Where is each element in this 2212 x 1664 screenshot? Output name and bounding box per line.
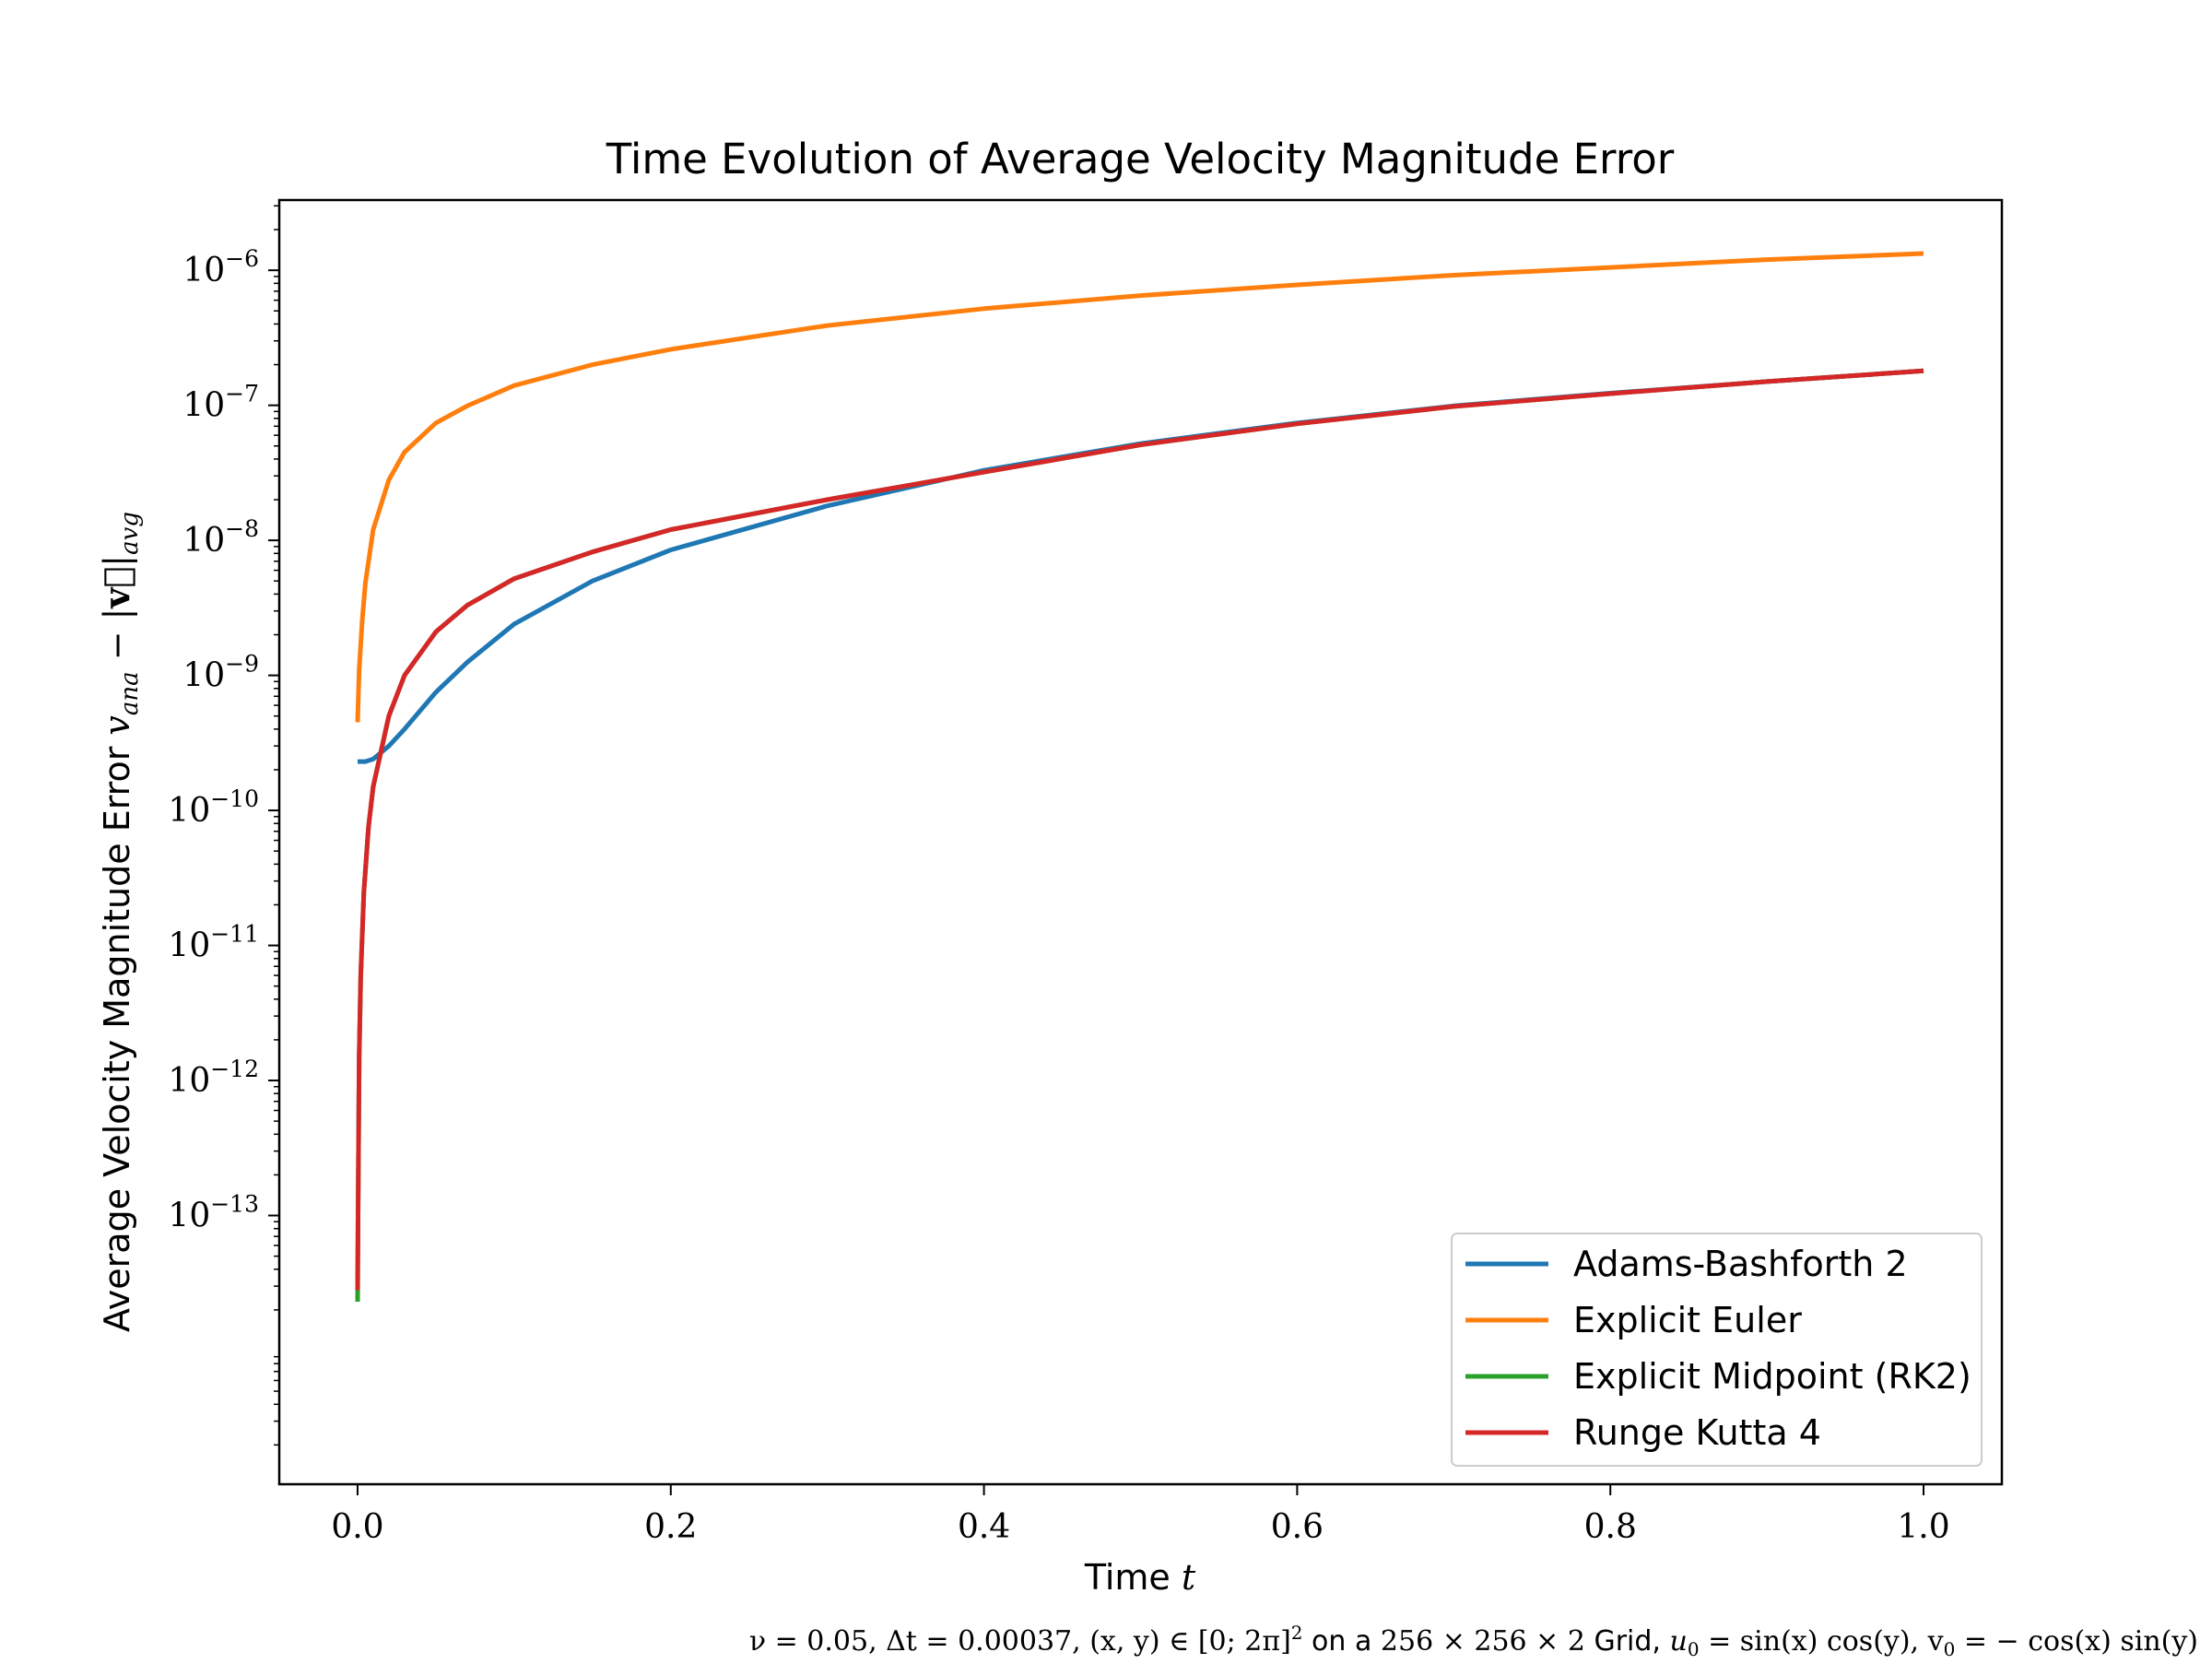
x-tick-label: 0.8 bbox=[1584, 1508, 1637, 1546]
y-tick-label: 10−10 bbox=[168, 785, 259, 830]
legend-label: Explicit Midpoint (RK2) bbox=[1573, 1356, 1971, 1397]
legend: Adams-Bashforth 2 Explicit Euler Explicit … bbox=[1451, 1233, 1983, 1467]
y-axis-label-v: v bbox=[97, 715, 137, 736]
caption-params: ν = 0.05, Δt = 0.00037, (x, y) ∈ [0; 2π] bbox=[749, 1625, 1291, 1658]
legend-label: Adams-Bashforth 2 bbox=[1573, 1244, 1908, 1284]
y-axis-label: Average Velocity Magnitude Error vana − … bbox=[96, 512, 144, 1332]
y-axis-label-bar: | bbox=[97, 555, 137, 567]
chart-title: Time Evolution of Average Velocity Magni… bbox=[606, 135, 1675, 183]
y-axis-label-sub-avg: avg bbox=[116, 512, 144, 555]
series-line-2 bbox=[355, 251, 1924, 723]
x-axis: 0.0 0.2 0.4 0.6 0.8 1.0 bbox=[331, 1484, 1950, 1546]
series-line-4 bbox=[355, 368, 1924, 1291]
x-tick-label: 1.0 bbox=[1897, 1508, 1949, 1546]
x-tick-label: 0.0 bbox=[331, 1508, 383, 1546]
caption-u-sub: 0 bbox=[1688, 1638, 1700, 1659]
caption-grid-size: 256 × 256 × 2 bbox=[1381, 1625, 1585, 1658]
caption-v-sub: 0 bbox=[1944, 1638, 1956, 1659]
caption-grid-word: Grid, bbox=[1585, 1625, 1670, 1658]
y-axis-label-minus: − | bbox=[97, 608, 137, 672]
y-axis-label-vec: v⃗ bbox=[96, 567, 137, 609]
x-tick-label: 0.4 bbox=[958, 1508, 1010, 1546]
y-tick-label: 10−7 bbox=[182, 381, 259, 425]
caption-u: u bbox=[1670, 1625, 1688, 1658]
y-tick-label: 10−6 bbox=[182, 245, 259, 289]
y-axis: 10−6 10−7 10−8 10−9 10−10 10−11 10−12 10−13 bbox=[168, 205, 279, 1446]
y-axis-label-text: Average Velocity Magnitude Error bbox=[97, 736, 137, 1332]
caption-sup: 2 bbox=[1291, 1622, 1303, 1644]
caption-on-a: on a bbox=[1303, 1625, 1381, 1658]
y-axis-label-sub-ana: ana bbox=[116, 671, 144, 715]
legend-box bbox=[1451, 1233, 1983, 1467]
y-tick-label: 10−11 bbox=[168, 921, 259, 965]
x-tick-label: 0.6 bbox=[1271, 1508, 1324, 1546]
caption-u-eq: = sin(x) cos(y), v bbox=[1700, 1625, 1944, 1658]
legend-label: Runge Kutta 4 bbox=[1573, 1412, 1821, 1453]
y-tick-label: 10−13 bbox=[168, 1191, 259, 1235]
legend-label: Explicit Euler bbox=[1573, 1300, 1802, 1340]
x-axis-label-var: t bbox=[1182, 1557, 1196, 1598]
caption-v-eq: = − cos(x) sin(y) bbox=[1955, 1625, 2198, 1658]
series-group bbox=[355, 251, 1924, 1303]
x-tick-label: 0.2 bbox=[644, 1508, 697, 1546]
axes-frame bbox=[277, 198, 2004, 1486]
y-tick-label: 10−9 bbox=[182, 651, 259, 695]
y-tick-label: 10−8 bbox=[182, 515, 259, 560]
x-axis-label: Time t bbox=[1084, 1557, 1196, 1598]
y-tick-label: 10−12 bbox=[168, 1056, 259, 1100]
caption: ν = 0.05, Δt = 0.00037, (x, y) ∈ [0; 2π]… bbox=[749, 1622, 2198, 1659]
x-axis-label-text: Time bbox=[1084, 1557, 1182, 1598]
